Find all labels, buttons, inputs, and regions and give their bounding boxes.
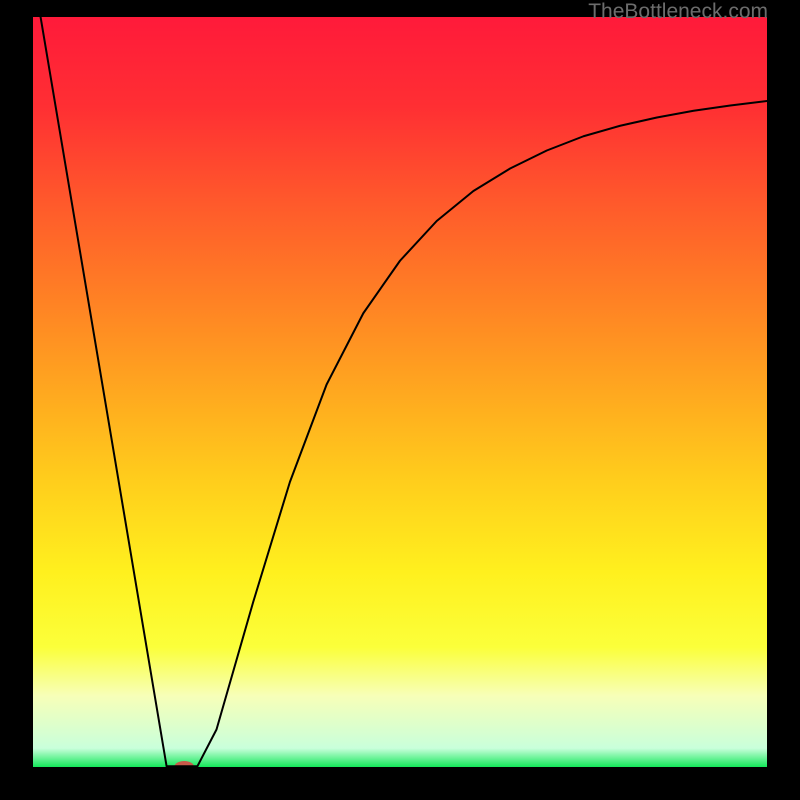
plot-area <box>33 17 767 767</box>
plot-svg <box>33 17 767 767</box>
watermark-text: TheBottleneck.com <box>588 0 768 24</box>
chart-frame: TheBottleneck.com <box>0 0 800 800</box>
gradient-background <box>33 17 767 767</box>
